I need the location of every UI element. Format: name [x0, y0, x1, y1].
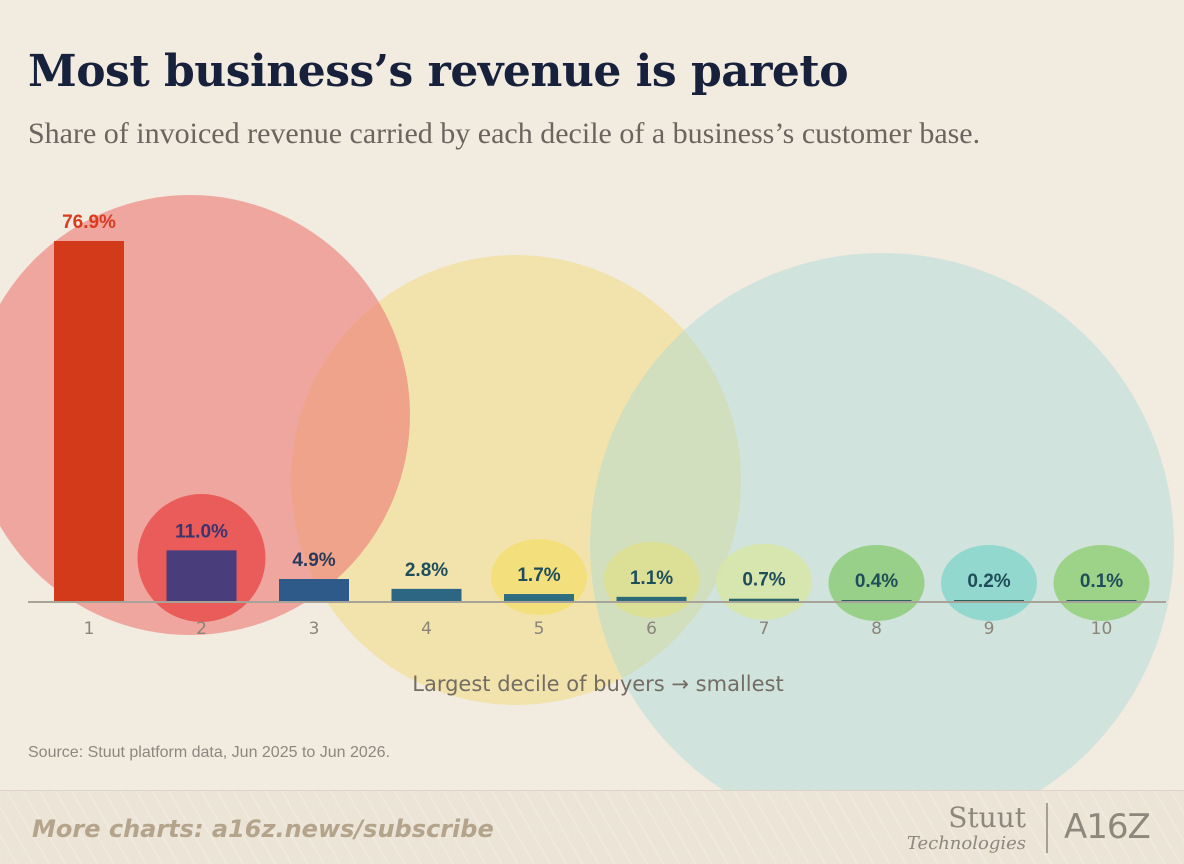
x-tick-label-6: 6 [646, 619, 657, 639]
x-tick-label-9: 9 [984, 619, 995, 639]
bar-decile-3 [279, 578, 349, 602]
data-label-decile-7: 0.7% [742, 570, 785, 591]
data-label-decile-4: 2.8% [405, 560, 448, 581]
data-label-decile-3: 4.9% [292, 550, 335, 571]
x-tick-labels: 1 2 3 4 5 6 7 8 9 10 [84, 619, 1113, 639]
x-tick-label-1: 1 [84, 619, 95, 639]
subscribe-link[interactable]: More charts: a16z.news/subscribe [32, 815, 494, 843]
stuut-logo-word: Stuut [948, 801, 1026, 834]
background-circle-teal [590, 253, 1174, 837]
bar-decile-7 [729, 598, 799, 602]
data-label-decile-5: 1.7% [517, 565, 560, 586]
chart-title: Most business’s revenue is pareto [28, 46, 849, 97]
stuut-logo: Stuut Technologies [896, 801, 1026, 857]
chart-subtitle: Share of invoiced revenue carried by eac… [28, 117, 981, 150]
data-label-decile-8: 0.4% [855, 571, 898, 592]
x-axis-label: Largest decile of buyers → smallest [412, 672, 783, 696]
bar-decile-5 [504, 594, 574, 602]
bar-decile-2 [166, 550, 237, 602]
data-label-decile-1: 76.9% [62, 212, 116, 233]
x-tick-label-4: 4 [421, 619, 432, 639]
bar-decile-1 [54, 241, 124, 602]
source-note: Source: Stuut platform data, Jun 2025 to… [28, 744, 391, 761]
logo-divider [1046, 803, 1048, 853]
data-label-decile-9: 0.2% [967, 571, 1010, 592]
data-label-decile-10: 0.1% [1080, 571, 1123, 592]
data-labels: 76.9% 11.0% 4.9% 2.8% 1.7% 1.1% 0.7% 0.4% 0.2% 0.… [62, 212, 1123, 592]
x-tick-label-3: 3 [309, 619, 320, 639]
x-tick-label-2: 2 [196, 619, 207, 639]
footer: More charts: a16z.news/subscribe Stuut T… [0, 790, 1184, 864]
bar-chart: 76.9% 11.0% 4.9% 2.8% 1.7% 1.1% 0.7% 0.4% 0.2% 0.… [28, 212, 1166, 696]
x-tick-label-5: 5 [534, 619, 545, 639]
a16z-logo: A16Z [1064, 807, 1151, 847]
x-tick-label-7: 7 [759, 619, 770, 639]
data-label-decile-6: 1.1% [630, 568, 673, 589]
stuut-logo-subtitle: Technologies [906, 833, 1026, 854]
x-tick-label-8: 8 [871, 619, 882, 639]
bars [54, 241, 1137, 602]
data-label-decile-2: 11.0% [175, 521, 228, 542]
x-tick-label-10: 10 [1091, 619, 1113, 639]
bar-decile-4 [391, 588, 462, 602]
bar-decile-6 [616, 596, 687, 602]
